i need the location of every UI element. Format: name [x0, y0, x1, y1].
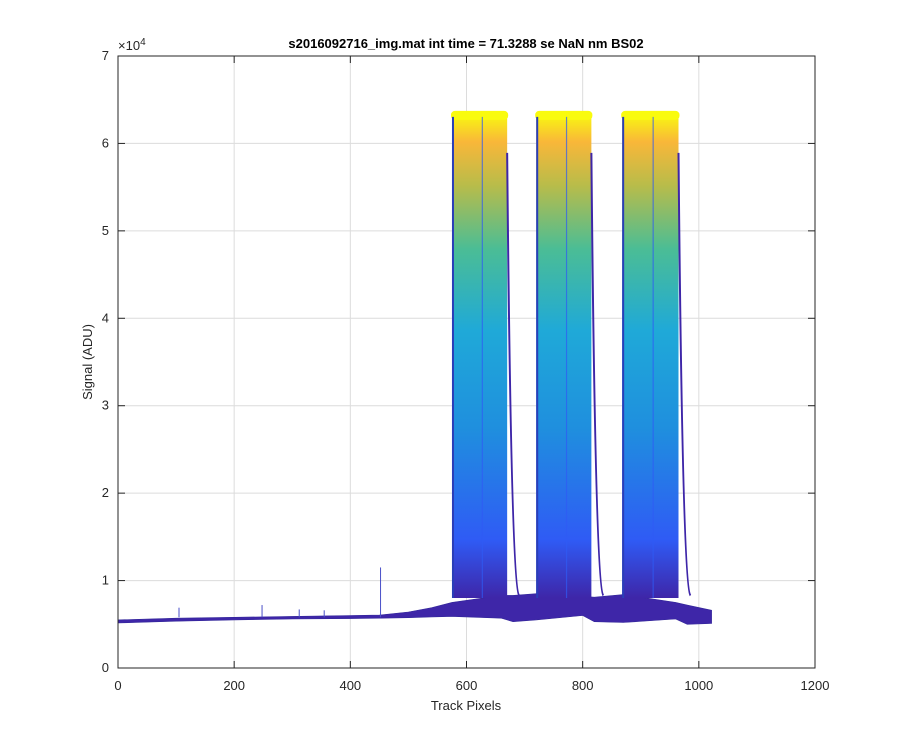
- band-tail-line: [506, 152, 521, 597]
- saturated-bands: [450, 110, 692, 599]
- y-tick-label: 1: [102, 573, 109, 588]
- y-tick-label: 6: [102, 135, 109, 150]
- x-tick-label: 200: [223, 678, 245, 693]
- band-tail-line: [677, 152, 692, 597]
- y-tick-label: 5: [102, 223, 109, 238]
- x-tick-label: 600: [456, 678, 478, 693]
- saturation-cap: [535, 110, 593, 120]
- y-tick-label: 2: [102, 485, 109, 500]
- tick-layer: 0 200 400 600 800 1000 1200 0 1 2 3 4 5 6 7: [102, 48, 830, 693]
- x-tick-label: 400: [339, 678, 361, 693]
- baseline-ribbon: [118, 593, 712, 625]
- series-layer: [118, 110, 712, 625]
- x-tick-label: 1000: [684, 678, 713, 693]
- x-axis-label: Track Pixels: [431, 698, 502, 713]
- y-exponent-power: 4: [140, 37, 146, 48]
- x-tick-label: 0: [114, 678, 121, 693]
- y-tick-label: 0: [102, 660, 109, 675]
- saturated-band: [536, 112, 592, 599]
- x-tick-label: 1200: [801, 678, 830, 693]
- saturation-cap: [621, 110, 680, 120]
- x-tick-label: 800: [572, 678, 594, 693]
- y-exponent-label: ×104: [118, 37, 146, 53]
- band-tail-line: [590, 152, 605, 597]
- saturated-band: [451, 112, 508, 599]
- y-tick-label: 4: [102, 310, 109, 325]
- y-axis-label: Signal (ADU): [80, 324, 95, 400]
- y-exponent-base: ×10: [118, 38, 140, 53]
- y-tick-label: 3: [102, 398, 109, 413]
- saturation-cap: [450, 110, 509, 120]
- chart-title: s2016092716_img.mat int time = 71.3288 s…: [288, 36, 643, 51]
- y-tick-label: 7: [102, 48, 109, 63]
- saturated-band: [622, 112, 679, 599]
